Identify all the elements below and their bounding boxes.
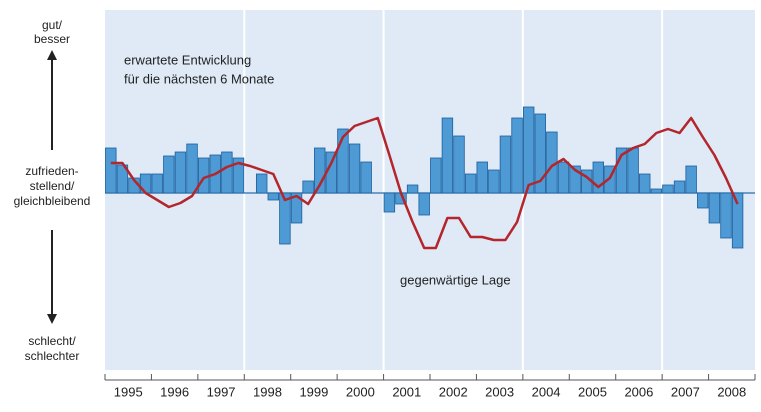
- bar: [174, 151, 187, 194]
- bar: [720, 192, 732, 239]
- bar: [337, 128, 349, 194]
- y-label: stellend/: [30, 179, 75, 193]
- bar: [685, 165, 697, 194]
- bar: [615, 147, 628, 194]
- bar: [662, 184, 674, 194]
- bar: [569, 165, 581, 194]
- y-label: schlecht/: [28, 334, 76, 348]
- annotation: für die nächsten 6 Monate: [124, 71, 274, 86]
- x-tick-label: 2001: [392, 384, 421, 399]
- bar: [534, 113, 546, 194]
- bar: [348, 143, 361, 194]
- y-label: besser: [34, 32, 70, 46]
- bar: [627, 147, 639, 194]
- bar: [186, 143, 198, 194]
- bar: [163, 155, 175, 194]
- y-label: schlechter: [25, 349, 80, 363]
- arrows: [47, 50, 57, 324]
- x-tick-label: 1999: [299, 384, 328, 399]
- bar: [476, 161, 488, 194]
- plot: 1995 1996 1997 1998 1999 2000 2001 2002 2003 2004…: [104, 10, 756, 399]
- bar: [360, 161, 372, 194]
- bar: [511, 117, 523, 194]
- x-tick-label: 2008: [717, 384, 746, 399]
- y-label: gleichbleibend: [14, 194, 91, 208]
- bar: [639, 173, 651, 194]
- bar: [418, 192, 430, 216]
- annotation: erwartete Entwicklung: [124, 52, 251, 67]
- bar: [151, 173, 163, 194]
- bar: [430, 157, 442, 194]
- bar: [255, 173, 268, 194]
- x-tick-label: 1996: [160, 384, 189, 399]
- bar: [673, 180, 686, 194]
- y-label: gut/: [42, 18, 63, 32]
- x-tick-label: 1998: [253, 384, 282, 399]
- x-tick-label: 2003: [485, 384, 514, 399]
- x-tick-label: 2005: [578, 384, 607, 399]
- bar: [697, 192, 709, 209]
- bar: [731, 192, 744, 249]
- bar: [406, 184, 419, 194]
- x-tick-label: 2002: [439, 384, 468, 399]
- bar: [557, 161, 570, 194]
- bar: [488, 169, 500, 194]
- x-tick-label: 1997: [207, 384, 236, 399]
- bar: [383, 192, 396, 213]
- bar: [708, 192, 721, 224]
- x-tick-label: 2004: [532, 384, 561, 399]
- bar: [453, 135, 465, 194]
- bar: [464, 173, 477, 194]
- x-tick-label: 2007: [671, 384, 700, 399]
- x-tick-label: 2006: [624, 384, 653, 399]
- bar: [441, 117, 454, 194]
- bar: [105, 147, 117, 194]
- x-tick-label: 1995: [114, 384, 143, 399]
- bar: [592, 161, 605, 194]
- bar: [279, 192, 291, 245]
- bar: [522, 106, 535, 194]
- y-label: zufrieden-: [25, 164, 78, 178]
- bar: [290, 192, 303, 224]
- annotation: gegenwärtige Lage: [400, 272, 511, 287]
- bar: [221, 151, 233, 194]
- bar: [232, 157, 245, 194]
- x-tick-label: 2000: [346, 384, 375, 399]
- bar: [650, 188, 663, 194]
- bar: [302, 180, 314, 194]
- bar: [499, 135, 512, 194]
- line: [110, 116, 739, 250]
- bar: [314, 147, 326, 194]
- bar: [267, 192, 280, 201]
